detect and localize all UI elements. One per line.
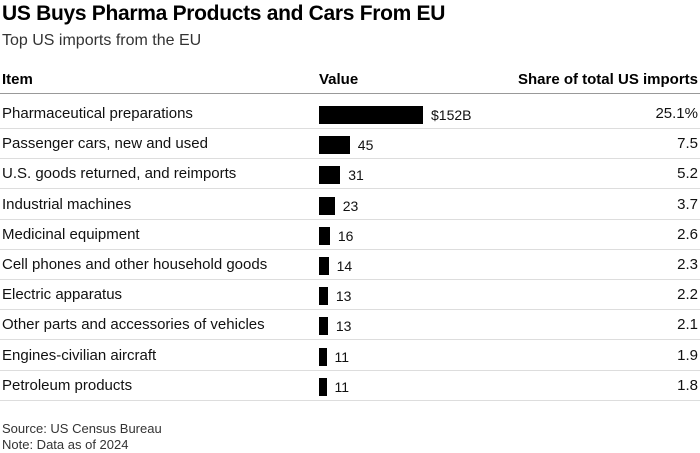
share-label: 3.7 [677,195,698,213]
chart-subtitle: Top US imports from the EU [2,32,202,49]
item-label: Cell phones and other household goods [2,256,268,273]
share-label: 1.8 [677,376,698,394]
source-note: Source: US Census Bureau [2,421,162,436]
value-label: 11 [334,348,350,365]
table-row: Cell phones and other household goods 14 2… [0,250,700,280]
share-label: 2.1 [677,316,698,334]
data-note: Note: Data as of 2024 [2,437,129,452]
item-label: Electric apparatus [2,286,123,304]
value-bar [319,226,330,245]
row-divider [0,248,700,250]
share-label: 1.9 [677,346,698,364]
row-divider [0,399,700,401]
row-divider [0,188,700,190]
row-divider [0,158,700,160]
chart-title: US Buys Pharma Products and Cars From EU [2,2,446,25]
share-label: 2.6 [677,225,698,243]
row-divider [0,218,700,220]
share-label: 5.2 [677,165,698,183]
table-row: Passenger cars, new and used 45 7.5 [0,129,700,160]
value-label: 13 [335,288,352,305]
value-bar [319,136,350,155]
share-label: 25.1% [655,105,698,122]
item-label: Passenger cars, new and used [2,135,208,153]
value-label: 16 [337,227,354,244]
row-divider [0,369,700,371]
column-header-item: Item [2,71,33,88]
value-label: 14 [336,258,353,274]
row-divider [0,279,700,280]
table-row: Other parts and accessories of vehicles 1… [0,310,700,341]
column-header-value: Value [319,71,359,88]
value-bar [319,257,329,275]
value-label: $152B [431,107,472,123]
value-bar [319,377,327,396]
value-label: 13 [335,318,352,335]
value-bar [319,287,328,306]
item-label: Industrial machines [2,195,132,213]
row-divider [0,339,700,341]
table-row: Industrial machines 23 3.7 [0,190,700,220]
value-bar [319,317,328,336]
share-label: 2.2 [677,286,698,304]
item-label: Pharmaceutical preparations [2,105,193,122]
item-label: U.S. goods returned, and reimports [2,165,237,183]
column-header-share: Share of total US imports [517,71,698,88]
value-label: 23 [342,197,359,214]
value-label: 45 [357,137,374,154]
table-row: U.S. goods returned, and reimports 31 5.2 [0,159,700,190]
row-divider [0,309,700,311]
row-divider [0,128,700,129]
value-bar [319,347,327,366]
share-label: 2.3 [677,256,698,273]
share-label: 7.5 [677,135,698,153]
value-label: 11 [334,378,350,395]
value-bar [319,196,335,215]
table-row: Pharmaceutical preparations $152B 25.1% [0,99,700,129]
item-label: Medicinal equipment [2,225,140,243]
item-label: Engines-civilian aircraft [2,346,157,364]
header-rule [0,93,700,94]
table-row: Electric apparatus 13 2.2 [0,280,700,311]
item-label: Petroleum products [2,376,133,394]
item-label: Other parts and accessories of vehicles [2,316,265,334]
table-row: Engines-civilian aircraft 11 1.9 [0,341,700,371]
value-bar [319,166,341,185]
value-label: 31 [348,167,364,184]
table-row: Petroleum products 11 1.8 [0,371,700,401]
table-row: Medicinal equipment 16 2.6 [0,220,700,250]
value-bar [319,106,423,124]
